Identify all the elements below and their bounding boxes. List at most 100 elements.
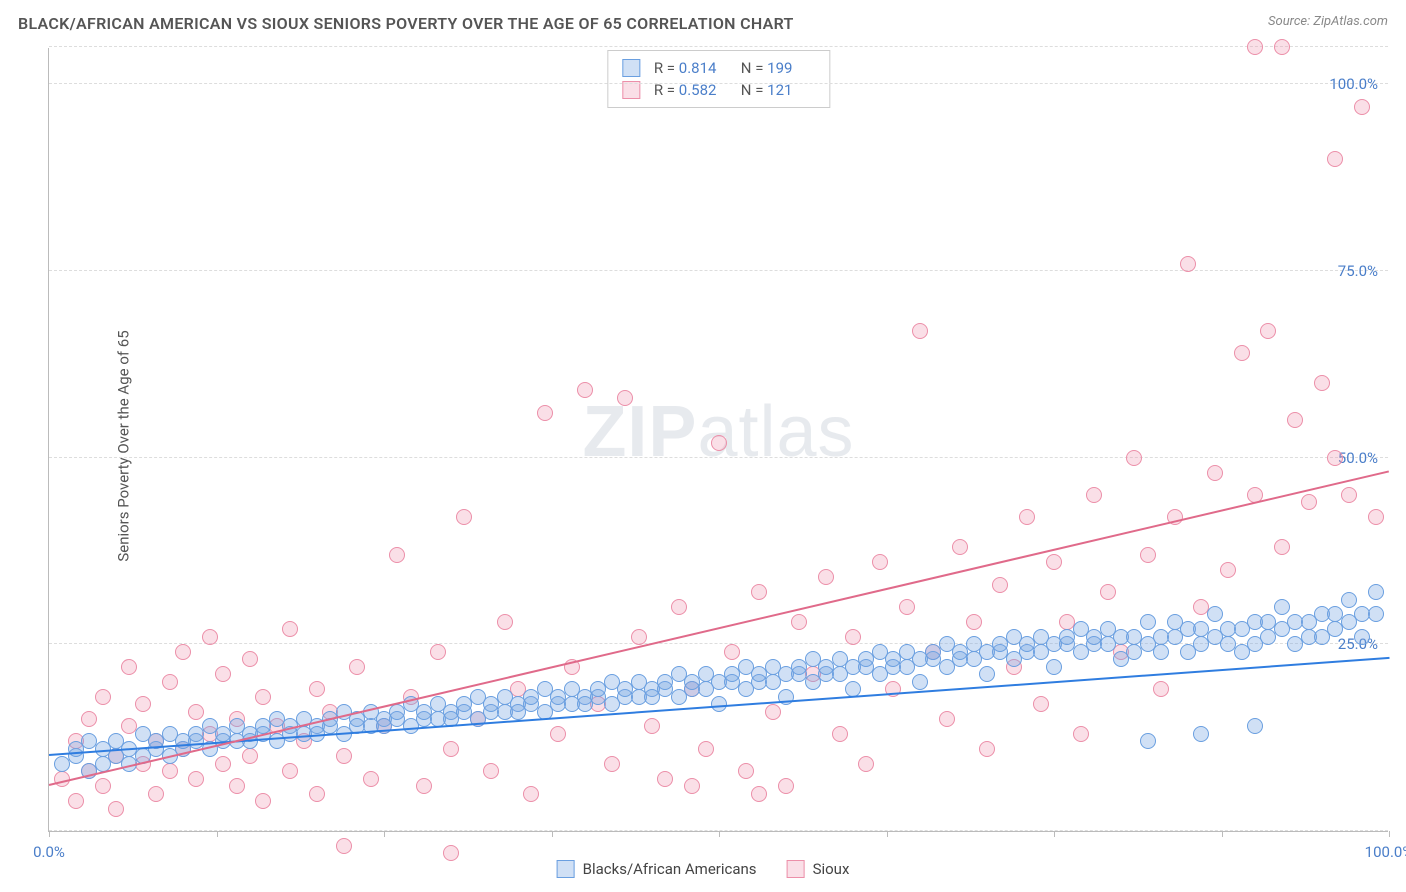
data-point xyxy=(336,838,352,854)
data-point xyxy=(845,629,861,645)
data-point xyxy=(657,771,673,787)
data-point xyxy=(550,726,566,742)
data-point xyxy=(363,771,379,787)
data-point xyxy=(1046,659,1062,675)
data-point xyxy=(711,435,727,451)
data-point xyxy=(1180,256,1196,272)
data-point xyxy=(1100,584,1116,600)
data-point xyxy=(979,741,995,757)
data-point xyxy=(1140,547,1156,563)
data-point xyxy=(791,614,807,630)
stats-row-series-1: R = 0.814 N = 199 xyxy=(622,57,815,79)
data-point xyxy=(684,778,700,794)
plot-area: ZIPatlas R = 0.814 N = 199 R = 0.582 N =… xyxy=(48,48,1388,832)
data-point xyxy=(1274,539,1290,555)
data-point xyxy=(939,711,955,727)
data-point xyxy=(95,778,111,794)
data-point xyxy=(912,674,928,690)
data-point xyxy=(1207,465,1223,481)
data-point xyxy=(1287,412,1303,428)
data-point xyxy=(349,659,365,675)
data-point xyxy=(188,704,204,720)
data-point xyxy=(818,569,834,585)
x-tick xyxy=(719,831,720,837)
y-tick-label: 75.0% xyxy=(1338,262,1378,280)
data-point xyxy=(1368,606,1384,622)
data-point xyxy=(336,748,352,764)
data-point xyxy=(1314,375,1330,391)
data-point xyxy=(1086,487,1102,503)
data-point xyxy=(738,763,754,779)
data-point xyxy=(1019,509,1035,525)
correlation-chart: BLACK/AFRICAN AMERICAN VS SIOUX SENIORS … xyxy=(0,0,1406,892)
data-point xyxy=(1153,644,1169,660)
data-point xyxy=(912,323,928,339)
data-point xyxy=(1274,39,1290,55)
chart-title: BLACK/AFRICAN AMERICAN VS SIOUX SENIORS … xyxy=(18,14,794,33)
data-point xyxy=(81,711,97,727)
x-tick xyxy=(887,831,888,837)
legend-swatch-2 xyxy=(787,860,805,878)
data-point xyxy=(671,599,687,615)
data-point xyxy=(698,741,714,757)
data-point xyxy=(1341,592,1357,608)
data-point xyxy=(162,674,178,690)
swatch-series-1 xyxy=(622,59,640,77)
legend-label-1: Blacks/African Americans xyxy=(583,860,757,878)
data-point xyxy=(992,577,1008,593)
x-tick-label: 100.0% xyxy=(1365,843,1406,861)
y-tick-label: 50.0% xyxy=(1338,449,1378,467)
x-tick xyxy=(49,831,50,837)
legend-label-2: Sioux xyxy=(813,860,850,878)
data-point xyxy=(1153,681,1169,697)
gridline xyxy=(49,457,1388,458)
data-point xyxy=(188,771,204,787)
data-point xyxy=(966,614,982,630)
legend-item-series-1: Blacks/African Americans xyxy=(557,860,757,878)
data-point xyxy=(1327,151,1343,167)
data-point xyxy=(1274,599,1290,615)
data-point xyxy=(1301,494,1317,510)
gridline xyxy=(49,46,1388,47)
data-point xyxy=(443,845,459,861)
data-point xyxy=(765,704,781,720)
data-point xyxy=(832,726,848,742)
data-point xyxy=(751,584,767,600)
data-point xyxy=(416,778,432,794)
data-point xyxy=(255,689,271,705)
data-point xyxy=(1327,450,1343,466)
data-point xyxy=(1368,584,1384,600)
data-point xyxy=(577,382,593,398)
data-point xyxy=(952,539,968,555)
data-point xyxy=(523,786,539,802)
data-point xyxy=(430,644,446,660)
data-point xyxy=(1341,487,1357,503)
x-tick-label: 0.0% xyxy=(33,843,65,861)
data-point xyxy=(68,793,84,809)
data-point xyxy=(1247,39,1263,55)
source-attribution: Source: ZipAtlas.com xyxy=(1268,14,1388,29)
data-point xyxy=(242,651,258,667)
data-point xyxy=(1354,629,1370,645)
data-point xyxy=(1354,99,1370,115)
data-point xyxy=(135,696,151,712)
data-point xyxy=(175,644,191,660)
data-point xyxy=(255,793,271,809)
data-point xyxy=(162,763,178,779)
data-point xyxy=(899,599,915,615)
data-point xyxy=(148,786,164,802)
data-point xyxy=(282,763,298,779)
data-point xyxy=(389,547,405,563)
data-point xyxy=(121,659,137,675)
data-point xyxy=(215,756,231,772)
data-point xyxy=(537,405,553,421)
gridline xyxy=(49,83,1388,84)
data-point xyxy=(1207,606,1223,622)
data-point xyxy=(202,629,218,645)
data-point xyxy=(751,786,767,802)
x-tick xyxy=(1054,831,1055,837)
data-point xyxy=(1220,562,1236,578)
data-point xyxy=(108,801,124,817)
data-point xyxy=(1140,614,1156,630)
data-point xyxy=(456,509,472,525)
